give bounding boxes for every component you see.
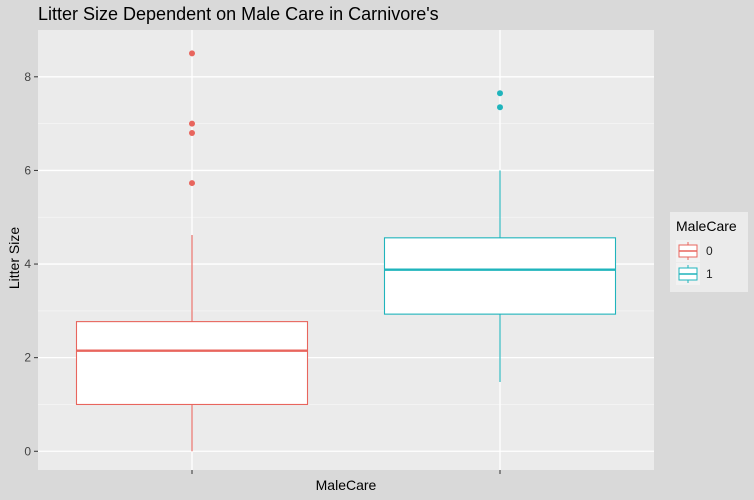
legend-label-0: 0	[706, 244, 713, 258]
outlier-point-1	[497, 90, 503, 97]
box-0	[75, 321, 309, 406]
outlier-point-0	[189, 180, 195, 187]
y-tick-label: 2	[24, 351, 31, 365]
outlier-point-1	[497, 104, 503, 111]
legend-label-1: 1	[706, 267, 713, 281]
y-tick-label: 4	[24, 257, 31, 271]
legend-key-0	[676, 240, 700, 262]
legend-item-1: 1	[676, 263, 742, 285]
outlier-point-0	[189, 120, 195, 127]
legend-key-1	[676, 263, 700, 285]
y-tick-label: 6	[24, 163, 31, 177]
chart-title: Litter Size Dependent on Male Care in Ca…	[38, 4, 439, 24]
legend: MaleCare 0 1	[670, 212, 748, 292]
x-axis-label: MaleCare	[315, 477, 377, 493]
legend-item-0: 0	[676, 240, 742, 262]
outlier-point-0	[189, 129, 195, 136]
y-tick-label: 8	[24, 70, 31, 84]
outlier-point-0	[189, 50, 195, 57]
y-tick-label: 0	[24, 444, 31, 458]
legend-title: MaleCare	[676, 218, 737, 234]
box-1	[383, 237, 617, 315]
